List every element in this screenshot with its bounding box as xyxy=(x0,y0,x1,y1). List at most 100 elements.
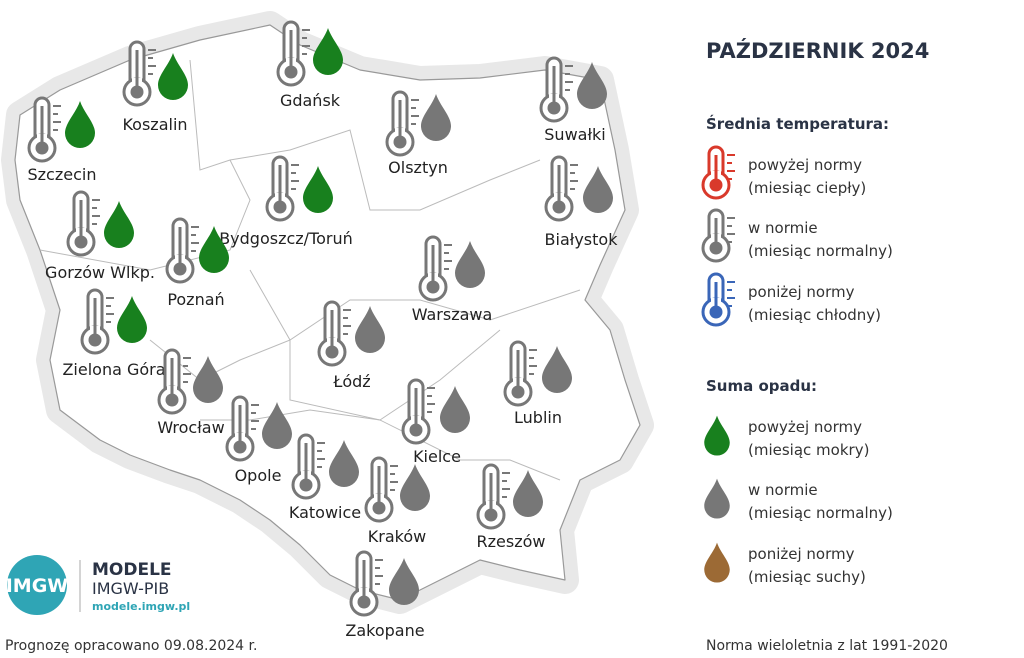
thermometer-core xyxy=(74,235,88,249)
city: Lublin xyxy=(503,340,572,427)
city: Warszawa xyxy=(412,235,493,324)
city-name: Opole xyxy=(235,466,282,485)
city-name: Koszalin xyxy=(122,115,187,134)
legend-label: w normie xyxy=(748,481,818,499)
thermometer-core xyxy=(709,305,723,319)
logo: IMGW MODELE IMGW-PIB modele.imgw.pl xyxy=(6,555,190,615)
city: Koszalin xyxy=(122,40,188,134)
drop xyxy=(542,346,572,393)
city: Bydgoszcz/Toruń xyxy=(219,155,353,248)
region-border xyxy=(189,59,541,211)
thermometer xyxy=(539,56,573,123)
thermometer-core xyxy=(325,345,339,359)
city: Kielce xyxy=(401,378,470,466)
thermometer xyxy=(701,145,735,200)
drop xyxy=(104,201,134,248)
drop xyxy=(704,478,730,519)
drop xyxy=(704,542,730,583)
city: Zakopane xyxy=(345,550,425,640)
region-border xyxy=(200,409,561,481)
thermometer-core xyxy=(552,200,566,214)
city-name: Poznań xyxy=(167,290,224,309)
thermometer xyxy=(418,235,452,302)
city-name: Gdańsk xyxy=(280,91,341,110)
drop xyxy=(303,166,333,213)
thermometer xyxy=(225,395,259,462)
thermometer-core xyxy=(273,200,287,214)
thermometer xyxy=(66,190,100,257)
logo-org: IMGW-PIB xyxy=(92,579,169,598)
city-name: Rzeszów xyxy=(477,532,546,551)
thermometer-core xyxy=(165,393,179,407)
drop xyxy=(389,558,419,605)
legend-label: poniżej normy xyxy=(748,283,855,301)
drop xyxy=(329,440,359,487)
drop xyxy=(313,28,343,75)
thermometer-core xyxy=(35,141,49,155)
city-name: Warszawa xyxy=(412,305,493,324)
city-name: Szczecin xyxy=(28,165,97,184)
legend-label: (miesiąc normalny) xyxy=(748,504,893,522)
legend: PAŹDZIERNIK 2024 Średnia temperatura: Su… xyxy=(701,38,929,586)
city-name: Kielce xyxy=(413,447,461,466)
city-name: Łódź xyxy=(332,372,370,391)
thermometer xyxy=(157,348,191,415)
drop xyxy=(513,470,543,517)
drop xyxy=(65,101,95,148)
legend-label: (miesiąc ciepły) xyxy=(748,179,866,197)
thermometer-core xyxy=(357,595,371,609)
legend-heading: Średnia temperatura: xyxy=(706,114,889,133)
thermometer xyxy=(349,550,383,617)
city: Olsztyn xyxy=(385,90,451,177)
city: Białystok xyxy=(544,155,618,249)
thermometer xyxy=(385,90,419,157)
thermometer xyxy=(80,288,114,355)
city-name: Wrocław xyxy=(157,418,224,437)
thermometer-core xyxy=(173,262,187,276)
city-name: Zielona Góra xyxy=(62,360,165,379)
thermometer-core xyxy=(233,440,247,454)
city: Rzeszów xyxy=(476,463,546,551)
city: Suwałki xyxy=(539,56,607,144)
city: Wrocław xyxy=(157,348,225,437)
thermometer-core xyxy=(393,135,407,149)
thermometer xyxy=(122,40,156,107)
thermometer xyxy=(701,208,735,263)
drop xyxy=(400,464,430,511)
footer-left: Prognozę opracowano 09.08.2024 r. xyxy=(5,638,257,654)
thermometer xyxy=(276,20,310,87)
thermometer xyxy=(364,456,398,523)
legend-label: (miesiąc suchy) xyxy=(748,568,866,586)
logo-url: modele.imgw.pl xyxy=(92,600,190,613)
drop xyxy=(262,402,292,449)
thermometer-core xyxy=(426,280,440,294)
city: Gorzów Wlkp. xyxy=(45,190,155,282)
city-name: Bydgoszcz/Toruń xyxy=(219,229,353,248)
drop xyxy=(421,94,451,141)
drop xyxy=(355,306,385,353)
city: Opole xyxy=(225,395,292,485)
thermometer-core xyxy=(284,65,298,79)
region-border xyxy=(249,269,581,341)
legend-label: w normie xyxy=(748,219,818,237)
thermometer-core xyxy=(409,423,423,437)
city: Łódź xyxy=(317,300,385,391)
city: Katowice xyxy=(289,433,361,522)
thermometer xyxy=(291,433,325,500)
legend-label: (miesiąc normalny) xyxy=(748,242,893,260)
legend-label: (miesiąc mokry) xyxy=(748,441,869,459)
thermometer-core xyxy=(709,178,723,192)
drop xyxy=(158,53,188,100)
thermometer-core xyxy=(547,101,561,115)
legend-label: powyżej normy xyxy=(748,156,862,174)
region-border xyxy=(39,159,251,271)
thermometer xyxy=(544,155,578,222)
cities: Szczecin Koszalin Gdańsk Olsztyn Suwałki Biał… xyxy=(27,20,618,640)
thermometer-core xyxy=(484,508,498,522)
thermometer xyxy=(503,340,537,407)
thermometer xyxy=(27,96,61,163)
city-name: Kraków xyxy=(368,527,426,546)
thermometer-core xyxy=(88,333,102,347)
drop xyxy=(117,296,147,343)
